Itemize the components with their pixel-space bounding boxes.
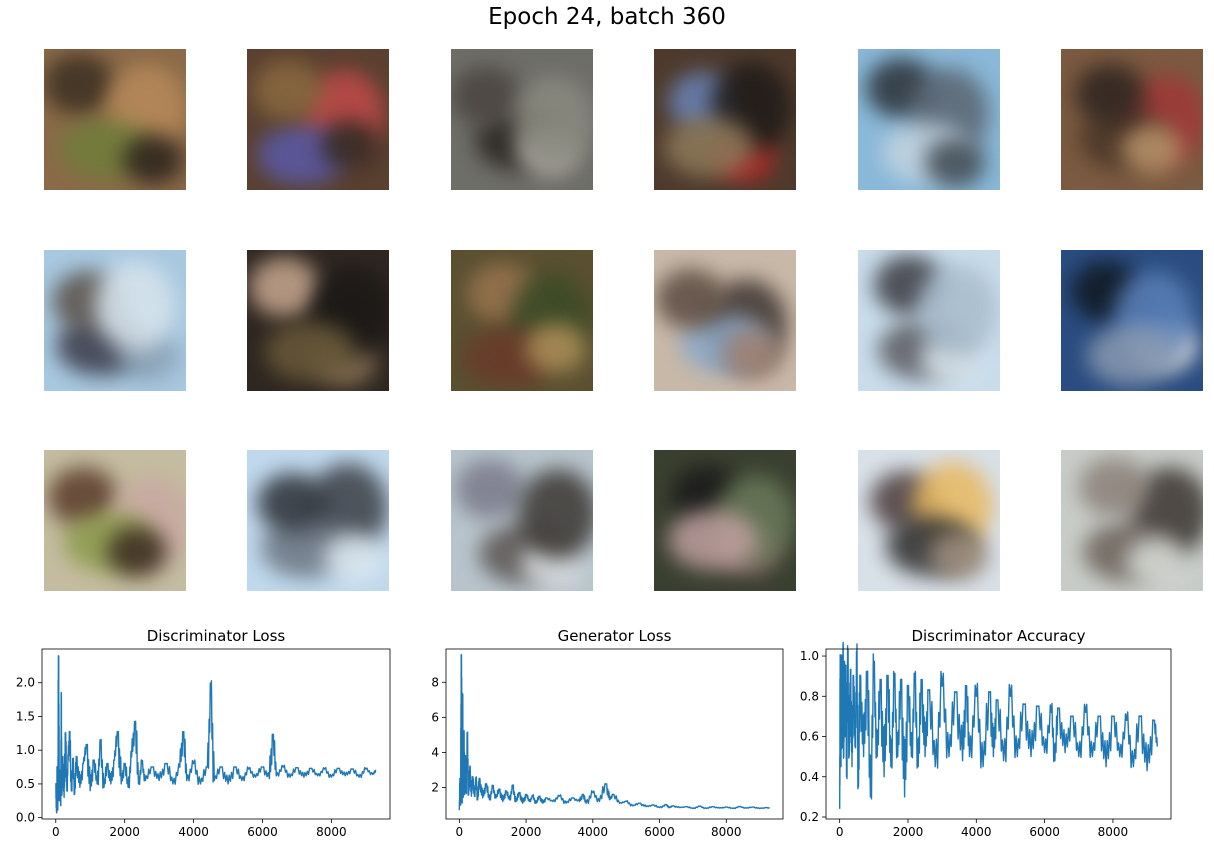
axes-frame <box>825 648 1172 820</box>
axes-frame <box>41 648 391 820</box>
y-tick-label: 0.0 <box>16 811 35 825</box>
generated-sample-image <box>654 450 796 591</box>
y-tick-label: 1.0 <box>16 743 35 757</box>
generated-sample-image <box>1061 250 1203 391</box>
sample-color-blob <box>324 533 384 583</box>
series-line <box>458 654 770 811</box>
y-tick-label: 6 <box>431 710 439 724</box>
sample-color-blob <box>664 117 754 177</box>
y-tick-label: 0.8 <box>800 689 819 703</box>
sample-color-blob <box>455 459 525 519</box>
x-tick-label: 0 <box>52 825 60 839</box>
x-tick-label: 2000 <box>109 825 140 839</box>
sample-color-blob <box>249 257 319 317</box>
sample-color-blob <box>253 60 323 120</box>
y-tick-label: 4 <box>431 745 439 759</box>
series-line <box>55 655 377 814</box>
x-tick-label: 4000 <box>961 825 992 839</box>
sample-color-blob <box>257 473 327 533</box>
plot-title-discriminator-accuracy: Discriminator Accuracy <box>911 627 1086 645</box>
figure-title: Epoch 24, batch 360 <box>488 4 726 30</box>
sample-color-blob <box>917 265 997 355</box>
x-tick-label: 8000 <box>1098 825 1129 839</box>
axes-frame <box>445 648 784 820</box>
generated-sample-image <box>1061 450 1203 591</box>
sample-color-blob <box>518 469 593 559</box>
sample-color-blob <box>107 527 167 577</box>
generated-sample-image <box>451 49 593 190</box>
generated-sample-image <box>247 250 389 391</box>
sample-color-blob <box>451 66 521 126</box>
sample-color-blob <box>656 269 726 329</box>
sample-color-blob <box>1079 457 1149 517</box>
y-tick-label: 2.0 <box>16 676 35 690</box>
sample-color-blob <box>320 120 380 170</box>
sample-color-blob <box>1122 124 1182 174</box>
generated-sample-image <box>1061 49 1203 190</box>
x-tick-label: 0 <box>836 825 844 839</box>
x-tick-label: 0 <box>456 825 464 839</box>
chart-generator-loss: 0 2000 4000 6000 8000 2 4 6 8 <box>431 648 784 839</box>
sample-color-blob <box>929 531 989 581</box>
x-tick-label: 4000 <box>578 825 609 839</box>
generated-sample-image <box>654 49 796 190</box>
plot-title-generator-loss: Generator Loss <box>557 627 672 645</box>
generated-sample-image <box>858 450 1000 591</box>
sample-color-blob <box>1075 64 1145 124</box>
x-tick-label: 2000 <box>511 825 542 839</box>
y-tick-label: 0.2 <box>800 810 819 824</box>
sample-color-blob <box>668 510 758 570</box>
sample-color-blob <box>1087 326 1177 386</box>
chart-discriminator-loss: 0 2000 4000 6000 8000 0.0 0.5 1.0 1.5 2.0 <box>16 648 391 839</box>
generated-sample-image <box>858 250 1000 391</box>
sample-color-blob <box>514 76 593 166</box>
y-tick-label: 1.5 <box>16 709 35 723</box>
x-tick-label: 6000 <box>247 825 278 839</box>
y-tick-label: 0.4 <box>800 770 819 784</box>
generated-sample-image <box>858 49 1000 190</box>
y-tick-label: 2 <box>431 780 439 794</box>
sample-color-blob <box>925 138 985 188</box>
series-line <box>839 641 1158 809</box>
y-tick-label: 0.5 <box>16 777 35 791</box>
generated-sample-image <box>247 49 389 190</box>
generated-sample-image <box>247 450 389 591</box>
sample-color-blob <box>723 329 783 379</box>
sample-color-blob <box>44 54 114 114</box>
sample-color-blob <box>95 261 175 351</box>
x-tick-label: 2000 <box>893 825 924 839</box>
sample-color-blob <box>123 134 183 184</box>
sample-color-blob <box>1126 537 1186 587</box>
sample-color-blob <box>265 322 355 382</box>
y-tick-label: 1.0 <box>800 649 819 663</box>
x-tick-label: 4000 <box>178 825 209 839</box>
generated-sample-image <box>451 450 593 591</box>
sample-color-blob <box>526 323 586 373</box>
generated-sample-image <box>451 250 593 391</box>
plot-title-discriminator-loss: Discriminator Loss <box>146 627 286 645</box>
generated-sample-image <box>44 450 186 591</box>
x-tick-label: 8000 <box>316 825 347 839</box>
chart-discriminator-accuracy: 0 2000 4000 6000 8000 0.2 0.4 0.6 0.8 1.0 <box>800 641 1172 839</box>
x-tick-label: 6000 <box>1029 825 1060 839</box>
generated-sample-image <box>44 250 186 391</box>
generated-sample-image <box>654 250 796 391</box>
x-tick-label: 6000 <box>644 825 675 839</box>
y-tick-label: 0.6 <box>800 730 819 744</box>
generated-sample-image <box>44 49 186 190</box>
y-tick-label: 8 <box>431 675 439 689</box>
x-tick-label: 8000 <box>711 825 742 839</box>
